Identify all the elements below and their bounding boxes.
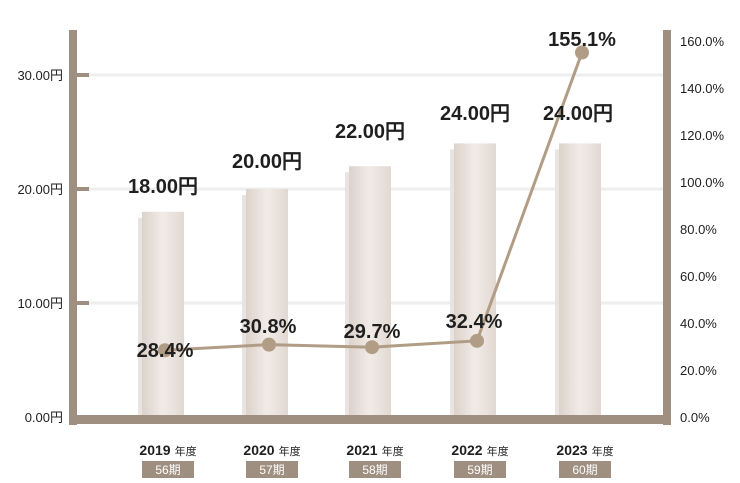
year-label: 2022 年度: [451, 442, 508, 458]
bar-shadow: [555, 149, 561, 417]
ratio-value-label: 30.8%: [240, 316, 297, 338]
right-tick-label: 140.0%: [680, 81, 725, 96]
year-label: 2020 年度: [243, 442, 300, 458]
period-label: 59期: [467, 463, 492, 477]
bar-value-label: 24.00円: [440, 103, 510, 125]
ratio-value-label: 28.4%: [137, 340, 194, 362]
x-axis: [69, 415, 671, 424]
bar-value-label: 20.00円: [232, 151, 302, 173]
period-label: 56期: [155, 463, 180, 477]
bar-shadow: [345, 172, 351, 417]
left-tick-label: 10.00円: [17, 296, 63, 311]
period-label: 60期: [572, 463, 597, 477]
right-tick-label: 80.0%: [680, 222, 717, 237]
left-axis: [69, 30, 77, 425]
right-tick-label: 120.0%: [680, 128, 725, 143]
bar: [454, 143, 496, 417]
bar: [142, 211, 184, 417]
ratio-value-label: 155.1%: [548, 29, 616, 51]
bars: [138, 143, 601, 417]
right-tick-label: 60.0%: [680, 269, 717, 284]
bar: [246, 189, 288, 417]
line-point: [470, 333, 484, 348]
payout-ratio-line: [158, 45, 589, 358]
ratio-value-label: 32.4%: [446, 311, 503, 333]
bar-shadow: [450, 149, 456, 417]
bar-shadow: [242, 195, 248, 417]
bar-value-label: 22.00円: [335, 121, 405, 143]
axes: [69, 30, 671, 425]
labels: 0.00円 10.00円 20.00円 30.00円 0.0% 20.0% 40.0% 60.…: [17, 29, 725, 478]
bar: [349, 166, 391, 417]
right-tick-label: 20.0%: [680, 363, 717, 378]
period-badge: [142, 461, 194, 478]
year-label: 2023 年度: [556, 442, 613, 458]
line-point: [575, 45, 589, 60]
left-tick-label: 20.00円: [17, 182, 63, 197]
bar: [559, 143, 601, 417]
ratio-value-label: 29.7%: [344, 321, 401, 343]
line-point: [158, 343, 172, 358]
right-axis: [663, 30, 671, 425]
line-point: [365, 340, 379, 355]
period-badge: [349, 461, 401, 478]
period-badge: [246, 461, 298, 478]
year-label: 2019 年度: [139, 442, 196, 458]
line-point: [262, 337, 276, 352]
bar-value-label: 24.00円: [543, 103, 613, 125]
bar-shadow: [138, 217, 144, 417]
right-tick-label: 0.0%: [680, 410, 710, 425]
right-tick-label: 100.0%: [680, 175, 725, 190]
period-label: 58期: [362, 463, 387, 477]
left-tick-label: 0.00円: [25, 410, 63, 425]
period-badge: [454, 461, 506, 478]
right-tick-label: 40.0%: [680, 316, 717, 331]
period-label: 57期: [259, 463, 284, 477]
bar-value-label: 18.00円: [128, 176, 198, 198]
period-badge: [559, 461, 611, 478]
left-tick-label: 30.00円: [17, 68, 63, 83]
right-tick-label: 160.0%: [680, 34, 725, 49]
year-label: 2021 年度: [346, 442, 403, 458]
